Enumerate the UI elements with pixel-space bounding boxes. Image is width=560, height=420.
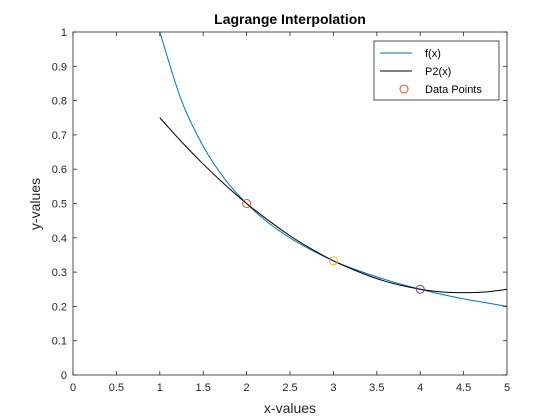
x-tick-label: 2 xyxy=(244,382,250,394)
y-tick-label: 0.3 xyxy=(52,267,67,279)
y-tick-label: 1 xyxy=(61,27,67,39)
x-tick-label: 0.5 xyxy=(109,382,124,394)
y-tick-label: 0.7 xyxy=(52,130,67,142)
y-tick-label: 0.9 xyxy=(52,61,67,73)
x-tick-label: 2.5 xyxy=(282,382,297,394)
legend-label-p2x: P2(x) xyxy=(425,66,451,78)
y-tick-label: 0.8 xyxy=(52,96,67,108)
y-tick-label: 0.1 xyxy=(52,336,67,348)
x-tick-label: 4 xyxy=(417,382,423,394)
y-axis-label: y-values xyxy=(27,178,43,230)
legend: f(x) P2(x) Data Points xyxy=(374,41,499,100)
x-tick-label: 3.5 xyxy=(369,382,384,394)
x-tick-label: 5 xyxy=(504,382,510,394)
y-tick-label: 0.6 xyxy=(52,164,67,176)
chart-title: Lagrange Interpolation xyxy=(214,11,366,27)
x-tick-label: 1 xyxy=(157,382,163,394)
y-tick-label: 0.4 xyxy=(52,233,67,245)
x-tick-label: 3 xyxy=(330,382,336,394)
y-tick-label: 0 xyxy=(61,370,67,382)
x-tick-label: 1.5 xyxy=(196,382,211,394)
y-tick-label: 0.2 xyxy=(52,301,67,313)
y-tick-label: 0.5 xyxy=(52,199,67,211)
x-tick-label: 4.5 xyxy=(456,382,471,394)
legend-label-fx: f(x) xyxy=(425,48,441,60)
x-tick-label: 0 xyxy=(70,382,76,394)
legend-label-data-points: Data Points xyxy=(425,84,482,96)
x-axis-label: x-values xyxy=(264,400,316,416)
